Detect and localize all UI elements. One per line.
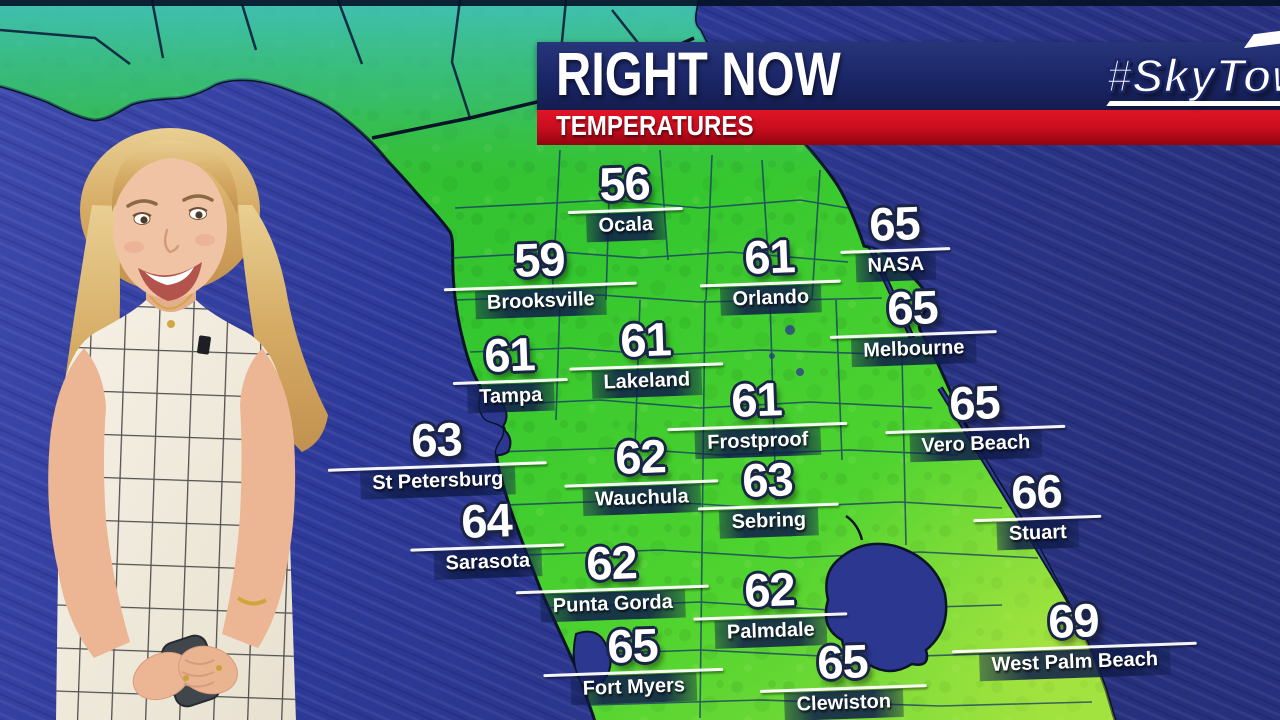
subtitle-bar [537, 110, 1280, 145]
station-name: Stuart [996, 519, 1080, 551]
station-temperature: 65 [886, 280, 939, 335]
station-temperature: 63 [410, 412, 463, 467]
page-subtitle: TEMPERATURES [556, 110, 754, 141]
station-temperature: 56 [598, 156, 651, 211]
station-label: 62 Punta Gorda [514, 535, 710, 623]
top-border [0, 0, 1280, 6]
station-name: West Palm Beach [979, 646, 1171, 681]
station-temperature: 66 [1010, 464, 1063, 519]
page-title: RIGHT NOW [556, 40, 841, 108]
station-temperature: 62 [743, 562, 796, 617]
necklace [149, 293, 193, 310]
station-name: Clewiston [784, 688, 904, 720]
station-label: 65 Fort Myers [542, 618, 725, 706]
station-name: NASA [855, 251, 937, 283]
station-label: 65 Melbourne [828, 280, 998, 367]
station-name: Fort Myers [570, 672, 698, 705]
weather-presenter [48, 128, 328, 720]
bracelet [236, 596, 267, 606]
station-label: 56 Ocala [566, 156, 684, 243]
state-borders [0, 0, 651, 119]
station-name: Orlando [720, 283, 822, 316]
station-name: Sebring [719, 506, 819, 539]
presenter-arms [48, 348, 296, 658]
station-temperature: 62 [614, 429, 667, 484]
presenter-face [111, 140, 238, 301]
brand-underline [1106, 101, 1280, 106]
station-temperature: 64 [460, 493, 513, 548]
station-label: 61 Tampa [451, 327, 569, 414]
station-name: Wauchula [582, 483, 702, 516]
station-name: Melbourne [850, 334, 977, 367]
station-label: 65 Vero Beach [884, 375, 1067, 463]
station-temperature: 65 [948, 375, 1001, 430]
station-name: Vero Beach [908, 429, 1043, 462]
station-name: Brooksville [474, 286, 608, 319]
station-temperature: 65 [816, 634, 869, 689]
station-name: Punta Gorda [540, 589, 686, 623]
presenter-hands [132, 645, 238, 701]
station-label: 66 Stuart [972, 464, 1103, 551]
station-temperature: 61 [743, 229, 796, 284]
station-temperature: 62 [585, 535, 638, 590]
microphone-clip [197, 335, 211, 355]
station-temperature: 65 [606, 618, 659, 673]
station-label: 61 Orlando [698, 229, 842, 317]
skytower-logo: #SkyTower [1105, 49, 1280, 102]
station-label: 59 Brooksville [442, 232, 638, 320]
station-temperature: 61 [483, 327, 536, 382]
station-label: 65 Clewiston [758, 634, 928, 720]
station-temperature: 63 [741, 452, 794, 507]
station-name: Tampa [466, 382, 555, 414]
header-bar [537, 42, 1280, 110]
station-temperature: 61 [619, 312, 672, 367]
station-temperature: 65 [868, 196, 921, 251]
station-temperature: 61 [730, 372, 783, 427]
station-label: 65 NASA [839, 196, 952, 283]
station-label: 63 St Petersburg [326, 412, 548, 500]
station-label: 63 Sebring [696, 452, 840, 540]
station-temperature: 59 [513, 232, 566, 287]
station-temperature: 69 [1047, 593, 1100, 648]
station-label: 69 West Palm Beach [950, 593, 1198, 682]
